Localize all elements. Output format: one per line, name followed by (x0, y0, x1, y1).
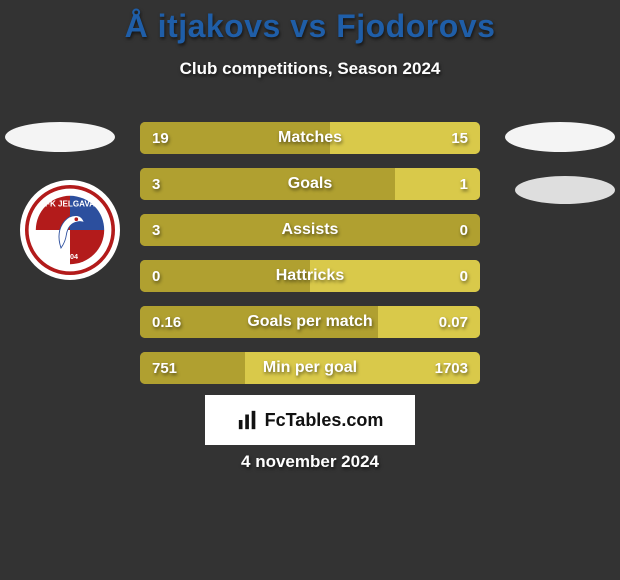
date-text: 4 november 2024 (0, 452, 620, 472)
brand-box[interactable]: FcTables.com (205, 395, 415, 445)
stat-row: 00Hattricks (140, 260, 480, 292)
team-crest-svg: FK JELGAVA 2004 (25, 185, 115, 275)
player-right-oval-2 (515, 176, 615, 204)
brand-text: FcTables.com (265, 410, 384, 431)
stat-row: 0.160.07Goals per match (140, 306, 480, 338)
player-right-oval-1 (505, 122, 615, 152)
stat-label: Assists (140, 221, 480, 239)
stats-bars: 1915Matches 31Goals 30Assists 00Hattricks 0.… (140, 122, 480, 398)
brand-bars-icon (237, 409, 259, 431)
player-left-oval (5, 122, 115, 152)
subtitle: Club competitions, Season 2024 (0, 59, 620, 79)
stat-row: 7511703Min per goal (140, 352, 480, 384)
stat-row: 30Assists (140, 214, 480, 246)
stat-label: Hattricks (140, 267, 480, 285)
stat-label: Goals per match (140, 313, 480, 331)
stat-row: 31Goals (140, 168, 480, 200)
team-crest: FK JELGAVA 2004 (20, 180, 120, 280)
stat-label: Goals (140, 175, 480, 193)
stat-label: Min per goal (140, 359, 480, 377)
svg-text:FK JELGAVA: FK JELGAVA (45, 200, 95, 209)
page-title: Å itjakovs vs Fjodorovs (0, 0, 620, 45)
stat-label: Matches (140, 129, 480, 147)
stat-row: 1915Matches (140, 122, 480, 154)
svg-text:2004: 2004 (62, 252, 78, 261)
